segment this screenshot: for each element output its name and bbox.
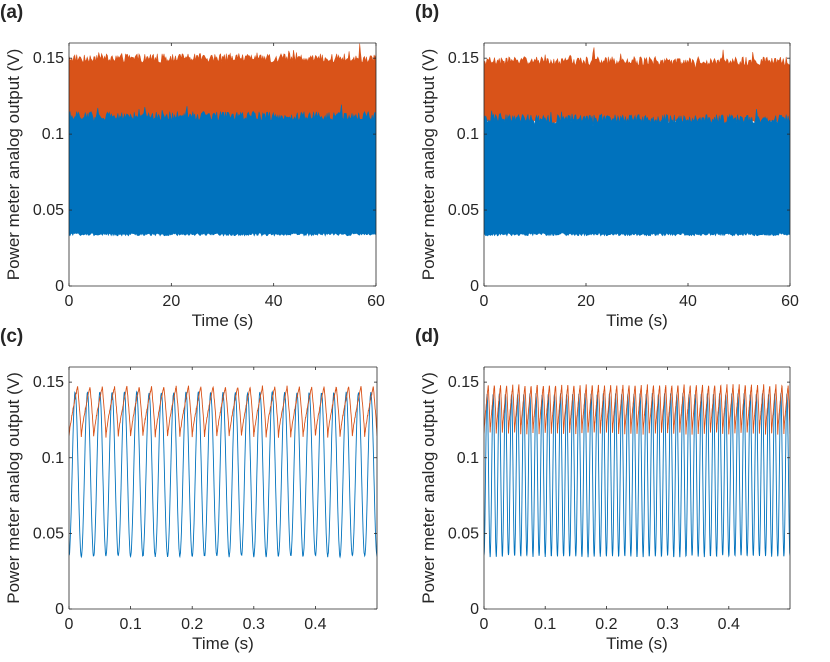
series-orange-envelope xyxy=(484,47,790,125)
x-tick-label: 0 xyxy=(480,616,489,633)
plot-area xyxy=(69,43,376,237)
plot-area xyxy=(484,384,790,558)
x-axis-label: Time (s) xyxy=(606,311,668,330)
plot-area xyxy=(484,47,790,237)
y-tick-label: 0.05 xyxy=(448,202,479,219)
x-tick-label: 40 xyxy=(679,293,697,310)
y-tick-label: 0.05 xyxy=(33,525,64,542)
series-blue-envelope xyxy=(69,104,376,237)
plot-area xyxy=(69,385,377,559)
y-tick-label: 0 xyxy=(55,601,64,618)
panel-a: 0 20 40 60 0 0.05 0.1 0.15 Time (s) Power meter a… xyxy=(0,2,385,330)
y-tick-label: 0 xyxy=(470,601,479,618)
x-tick-label: 0 xyxy=(65,616,74,633)
panel-label: (b) xyxy=(415,2,439,23)
x-tick-label: 0.1 xyxy=(534,616,556,633)
series-orange-line xyxy=(484,384,790,435)
series-blue-line xyxy=(484,392,790,558)
x-tick-label: 0 xyxy=(480,293,489,310)
y-tick-label: 0.05 xyxy=(448,525,479,542)
panel-c: 0 0.1 0.2 0.3 0.4 0 0.05 0.1 0.15 Time (s) Power m… xyxy=(0,326,378,653)
panel-b: 0 20 40 60 0 0.05 0.1 0.15 Time (s) Power meter a… xyxy=(415,2,799,330)
y-tick-label: 0.15 xyxy=(33,50,64,67)
series-blue-line xyxy=(69,390,377,559)
x-tick-label: 60 xyxy=(781,293,799,310)
panel-label: (a) xyxy=(0,2,23,23)
y-axis-label: Power meter analog output (V) xyxy=(419,49,438,281)
y-tick-label: 0.1 xyxy=(42,126,64,143)
y-tick-label: 0 xyxy=(470,278,479,295)
x-tick-label: 0.3 xyxy=(656,616,678,633)
y-tick-label: 0.1 xyxy=(42,450,64,467)
panel-label: (c) xyxy=(0,326,23,347)
x-tick-label: 20 xyxy=(162,293,180,310)
y-tick-label: 0.05 xyxy=(33,202,64,219)
y-tick-label: 0.15 xyxy=(448,374,479,391)
axes: 0 0.1 0.2 0.3 0.4 0 0.05 0.1 0.15 xyxy=(33,366,378,633)
y-axis-label: Power meter analog output (V) xyxy=(4,372,23,604)
x-tick-label: 0 xyxy=(65,293,74,310)
x-tick-label: 20 xyxy=(577,293,595,310)
y-tick-label: 0.1 xyxy=(457,126,479,143)
axes: 0 20 40 60 0 0.05 0.1 0.15 xyxy=(448,42,799,310)
series-orange-line xyxy=(69,385,377,438)
axes: 0 20 40 60 0 0.05 0.1 0.15 xyxy=(33,42,385,310)
x-tick-label: 0.3 xyxy=(243,616,265,633)
panel-label: (d) xyxy=(415,326,439,347)
x-axis-label: Time (s) xyxy=(606,634,668,653)
series-blue-envelope xyxy=(484,108,790,237)
x-tick-label: 60 xyxy=(367,293,385,310)
y-tick-label: 0.1 xyxy=(457,450,479,467)
x-axis-label: Time (s) xyxy=(192,634,254,653)
x-tick-label: 0.4 xyxy=(304,616,326,633)
x-tick-label: 0.4 xyxy=(718,616,740,633)
y-axis-label: Power meter analog output (V) xyxy=(419,372,438,604)
panel-d: 0 0.1 0.2 0.3 0.4 0 0.05 0.1 0.15 Time (s) Power m… xyxy=(415,326,791,653)
x-tick-label: 40 xyxy=(265,293,283,310)
y-tick-label: 0.15 xyxy=(448,50,479,67)
y-tick-label: 0.15 xyxy=(33,374,64,391)
x-axis-label: Time (s) xyxy=(192,311,254,330)
x-tick-label: 0.2 xyxy=(595,616,617,633)
y-tick-label: 0 xyxy=(55,278,64,295)
x-tick-label: 0.1 xyxy=(119,616,141,633)
x-tick-label: 0.2 xyxy=(181,616,203,633)
y-axis-label: Power meter analog output (V) xyxy=(4,49,23,281)
axes: 0 0.1 0.2 0.3 0.4 0 0.05 0.1 0.15 xyxy=(448,366,791,633)
